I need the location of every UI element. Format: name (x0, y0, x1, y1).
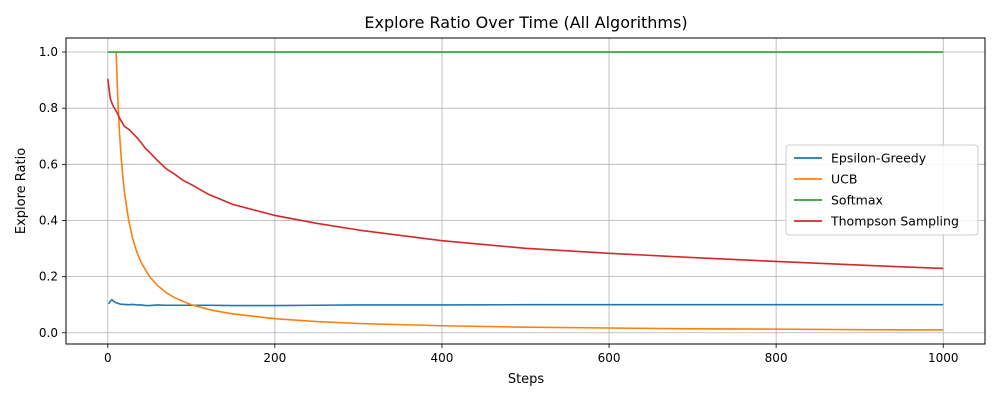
x-tick-label: 400 (431, 351, 454, 365)
x-axis-label: Steps (508, 372, 545, 387)
legend-label-ucb: UCB (831, 172, 857, 187)
y-tick-label: 0.8 (39, 101, 58, 115)
series-line-thompson-sampling (106, 78, 944, 270)
x-axis: 0 200 400 600 800 1000 (104, 344, 959, 365)
legend-label-epsilon-greedy: Epsilon-Greedy (831, 151, 927, 166)
series-layer (106, 51, 944, 331)
y-axis-label: Explore Ratio (14, 148, 29, 234)
x-tick-label: 0 (104, 351, 112, 365)
chart-title: Explore Ratio Over Time (All Algorithms) (364, 13, 687, 32)
legend-box (785, 144, 979, 236)
y-tick-label: 0.6 (39, 157, 58, 171)
legend: Epsilon-Greedy UCB Softmax Thompson Samplin… (785, 144, 979, 236)
series-line-ucb (115, 52, 944, 331)
x-tick-label: 600 (598, 351, 621, 365)
x-tick-label: 1000 (928, 351, 959, 365)
series-line-epsilon-greedy (107, 298, 944, 307)
plot-area-frame (65, 37, 986, 345)
legend-label-thompson-sampling: Thompson Sampling (830, 214, 959, 229)
x-tick-label: 200 (263, 351, 286, 365)
x-tick-label: 800 (765, 351, 788, 365)
y-tick-label: 0.2 (39, 270, 58, 284)
y-tick-label: 0.0 (39, 326, 58, 340)
y-tick-label: 0.4 (39, 213, 58, 227)
y-tick-label: 1.0 (39, 45, 58, 59)
legend-label-softmax: Softmax (831, 193, 883, 208)
y-axis: 0.0 0.2 0.4 0.6 0.8 1.0 (39, 45, 66, 340)
